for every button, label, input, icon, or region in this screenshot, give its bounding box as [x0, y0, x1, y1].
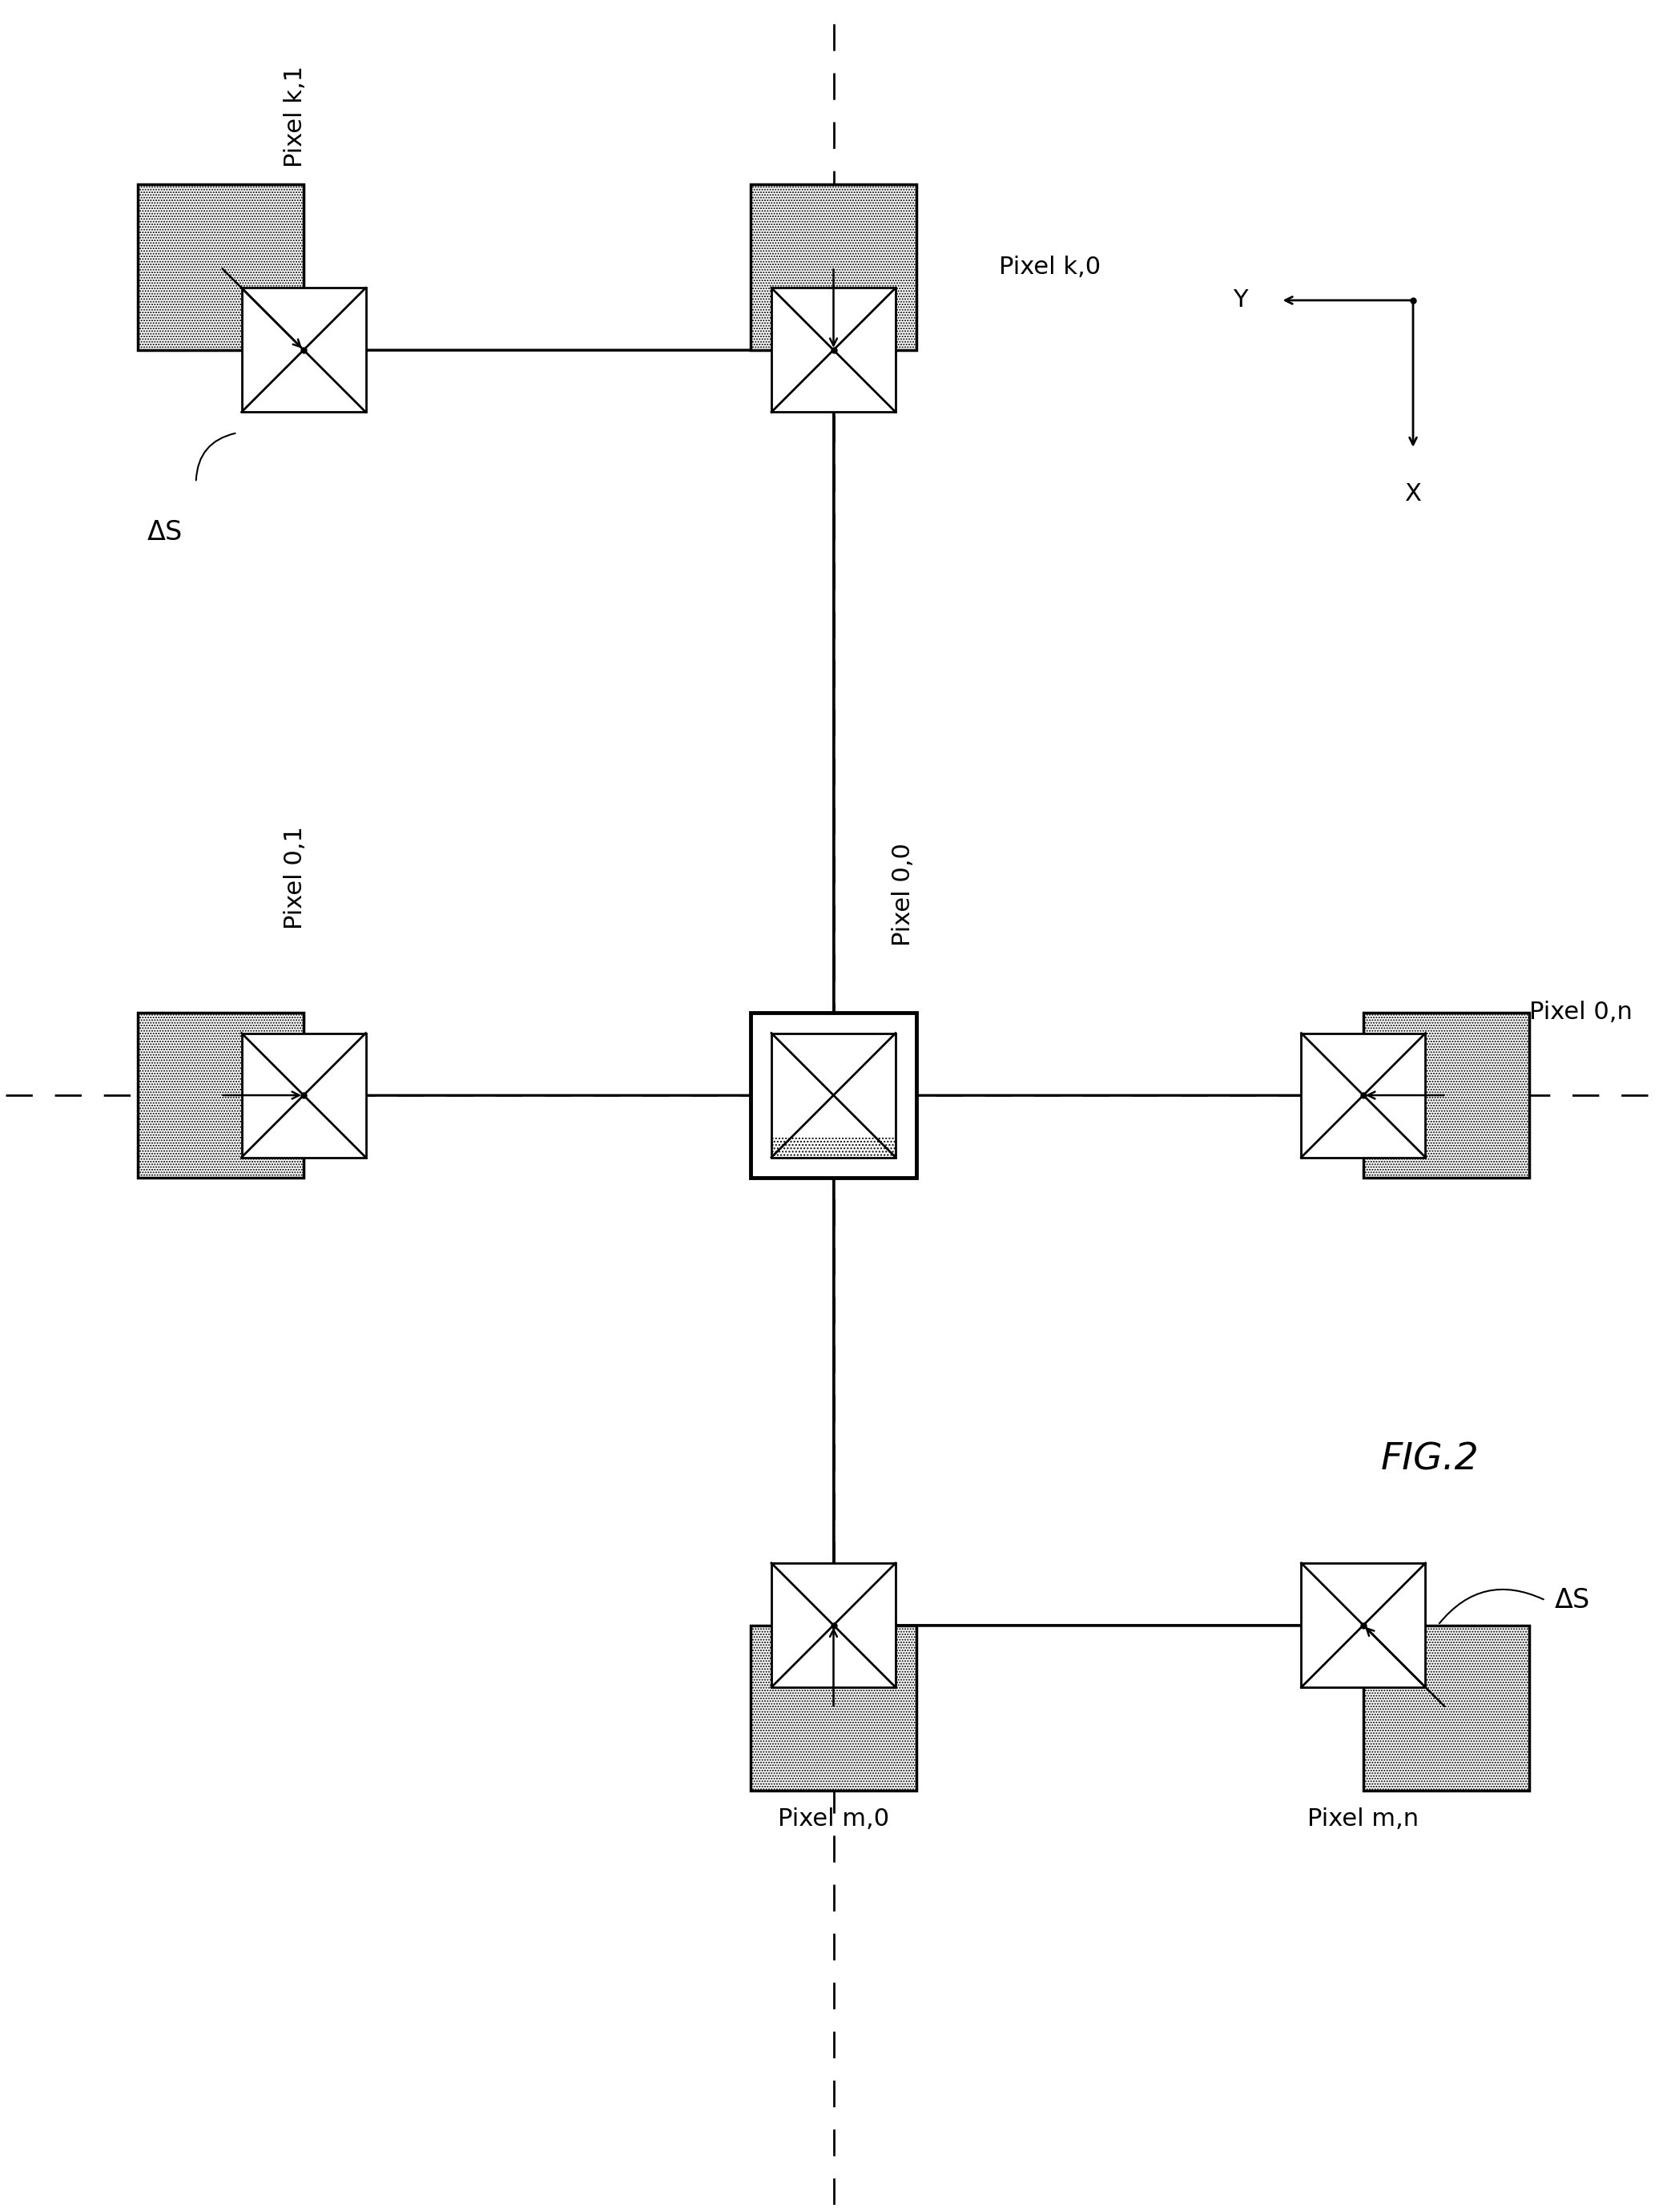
Bar — [1364, 1626, 1529, 1792]
Bar — [1302, 1564, 1425, 1688]
Text: Pixel 0,1: Pixel 0,1 — [283, 827, 307, 929]
Bar — [1302, 1033, 1425, 1157]
Text: Pixel 0,n: Pixel 0,n — [1529, 1000, 1632, 1024]
Bar — [750, 1626, 917, 1792]
Bar — [242, 288, 365, 411]
Text: Pixel m,0: Pixel m,0 — [778, 1807, 889, 1832]
Text: Pixel 0,0: Pixel 0,0 — [892, 843, 915, 947]
Text: Pixel k,1: Pixel k,1 — [283, 66, 307, 168]
Text: Pixel m,n: Pixel m,n — [1307, 1807, 1419, 1832]
Text: $\Delta$S: $\Delta$S — [147, 520, 182, 546]
Bar — [772, 1033, 895, 1157]
Bar — [1364, 1013, 1529, 1179]
Bar — [750, 1013, 917, 1179]
Bar — [138, 1013, 303, 1179]
Text: Pixel k,0: Pixel k,0 — [999, 257, 1100, 279]
Bar — [772, 1564, 895, 1688]
Bar — [772, 288, 895, 411]
Bar — [750, 184, 917, 349]
Bar — [772, 1137, 895, 1157]
Text: Y: Y — [1232, 290, 1247, 312]
Text: FIG.2: FIG.2 — [1380, 1442, 1479, 1478]
Text: $\Delta$S: $\Delta$S — [1554, 1588, 1589, 1613]
Text: X: X — [1405, 482, 1422, 507]
Bar — [242, 1033, 365, 1157]
Bar — [138, 184, 303, 349]
